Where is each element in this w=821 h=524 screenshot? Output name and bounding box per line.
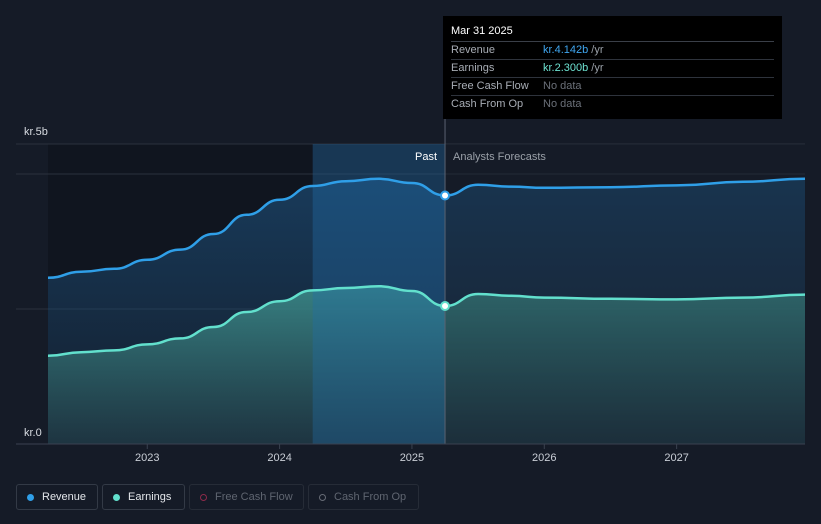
highlight-band [312, 144, 446, 444]
forecast-label: Analysts Forecasts [453, 151, 546, 163]
legend-cash-from-op-dot-icon [319, 493, 326, 501]
tooltip-label: Free Cash Flow [451, 80, 529, 92]
past-label: Past [415, 151, 437, 163]
earnings-area [48, 286, 805, 444]
tooltip-label: Earnings [451, 62, 495, 74]
tooltip-label: Revenue [451, 44, 496, 56]
tooltip-row-free-cash-flow: Free Cash Flow No data [451, 78, 774, 96]
x-tick-label: 2024 [267, 452, 291, 464]
x-tick-label: 2026 [532, 452, 556, 464]
tooltip-value: No data [543, 80, 582, 92]
forecast-shade [445, 144, 805, 444]
legend-revenue-dot-icon [27, 493, 34, 501]
tooltip-value: kr.2.300b [543, 62, 589, 74]
tooltip-date: Mar 31 2025 [451, 24, 774, 42]
legend-label: Cash From Op [334, 491, 407, 503]
tooltip-label: Cash From Op [451, 98, 524, 110]
tooltip-row-revenue: Revenue kr.4.142b /yr [451, 42, 774, 60]
revenue-line [47, 177, 806, 280]
tooltip-value: kr.4.142b [543, 44, 589, 56]
legend-label: Revenue [42, 491, 87, 503]
tooltip-value: No data [543, 98, 582, 110]
legend-free-cash-flow-dot-icon [200, 493, 207, 501]
y-tick-label: kr.5b [24, 126, 48, 138]
tooltip-row-earnings: Earnings kr.2.300b /yr [451, 60, 774, 78]
tooltip: Mar 31 2025 Revenue kr.4.142b /yr Earnin… [443, 16, 782, 119]
earnings-line [47, 284, 806, 358]
legend-earnings-button[interactable]: Earnings [102, 484, 185, 510]
x-tick-label: 2023 [135, 452, 159, 464]
y-tick-label: kr.0 [24, 427, 42, 439]
legend-earnings-dot-icon [113, 493, 120, 501]
tooltip-unit: /yr [591, 62, 604, 74]
legend: Revenue Earnings Free Cash Flow Cash Fro… [16, 484, 419, 510]
legend-label: Free Cash Flow [215, 491, 293, 503]
marker-earnings [440, 301, 451, 311]
tooltip-unit: /yr [591, 44, 604, 56]
legend-cash-from-op-button[interactable]: Cash From Op [308, 484, 419, 510]
legend-free-cash-flow-button[interactable]: Free Cash Flow [189, 484, 304, 510]
marker-revenue [440, 190, 451, 201]
legend-revenue-button[interactable]: Revenue [16, 484, 98, 510]
tooltip-row-cash-from-op: Cash From Op No data [451, 96, 774, 113]
x-tick-label: 2025 [400, 452, 424, 464]
legend-label: Earnings [128, 491, 172, 503]
x-tick-label: 2027 [664, 452, 688, 464]
